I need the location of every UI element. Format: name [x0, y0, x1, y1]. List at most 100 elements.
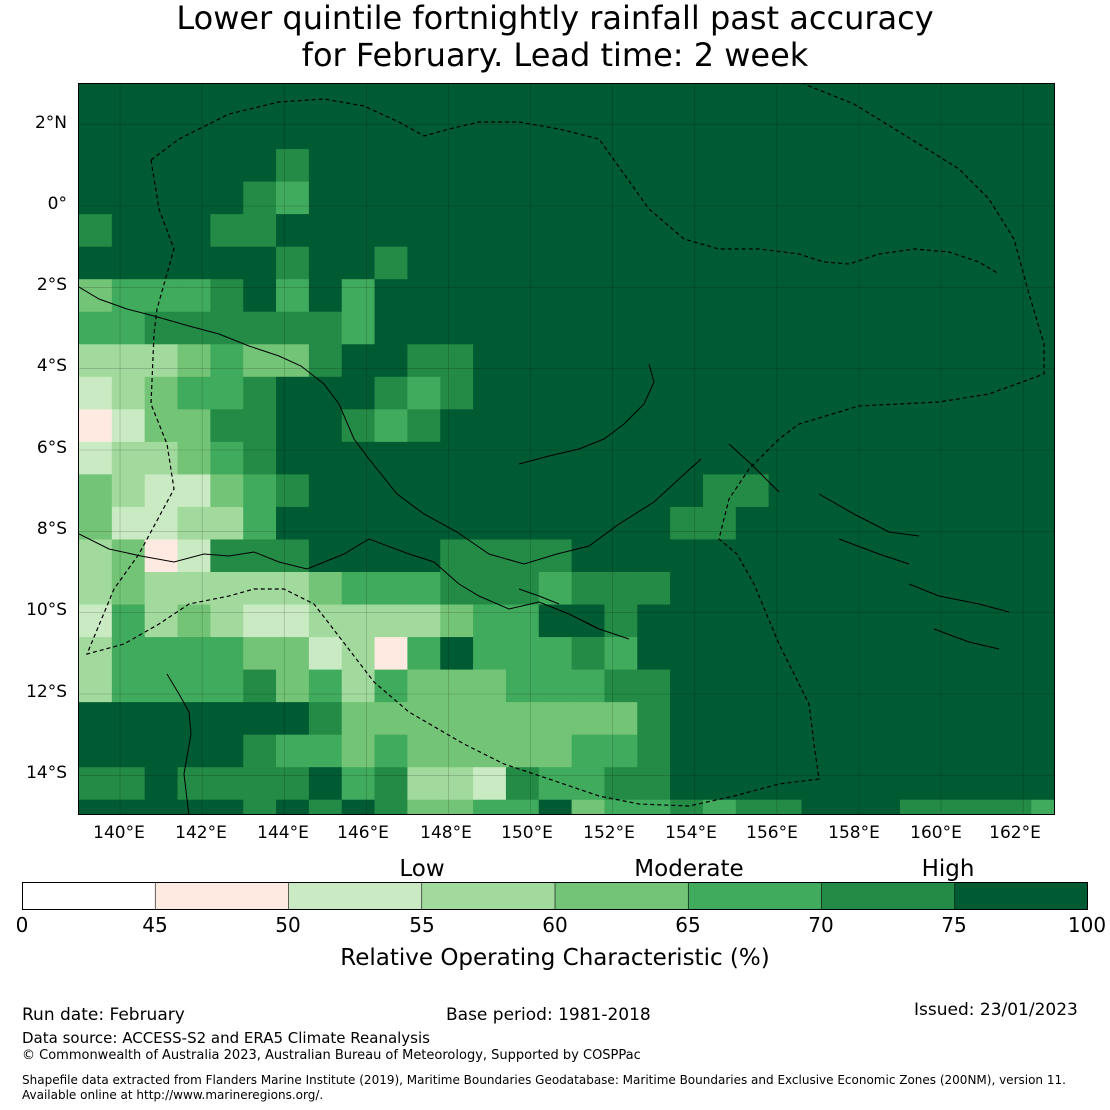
roc-cell	[932, 474, 967, 508]
roc-cell	[473, 767, 507, 801]
roc-cell	[243, 376, 277, 410]
roc-cell	[571, 181, 606, 215]
roc-cell	[505, 767, 540, 801]
roc-cell	[571, 767, 606, 801]
roc-cell	[111, 637, 146, 671]
colorbar-segment	[821, 882, 956, 910]
roc-cell	[637, 767, 671, 801]
roc-cell	[900, 84, 934, 118]
roc-cell	[177, 84, 211, 118]
roc-cell	[1031, 311, 1054, 345]
roc-cell	[965, 214, 1000, 248]
roc-cell	[735, 734, 770, 768]
roc-cell	[702, 181, 737, 215]
roc-cell	[702, 767, 737, 801]
roc-cell	[177, 376, 211, 410]
roc-cell	[768, 799, 803, 814]
roc-cell	[670, 572, 704, 606]
roc-cell	[998, 376, 1032, 410]
roc-cell	[801, 376, 835, 410]
roc-cell	[473, 799, 507, 814]
roc-cell	[571, 474, 606, 508]
map-title-line-2: for February. Lead time: 2 week	[301, 36, 809, 74]
roc-cell	[670, 474, 704, 508]
latitude-label: 0°	[47, 194, 67, 214]
roc-cell	[374, 149, 408, 183]
roc-cell	[341, 734, 376, 768]
roc-cell	[79, 799, 113, 814]
longitude-label: 144°E	[257, 823, 309, 843]
roc-cell	[308, 181, 343, 215]
roc-cell	[801, 84, 835, 118]
roc-cell	[604, 441, 638, 475]
roc-cell	[243, 637, 277, 671]
roc-cell	[867, 474, 901, 508]
roc-cell	[768, 474, 803, 508]
roc-cell	[735, 539, 770, 573]
roc-cell	[900, 311, 934, 345]
roc-cell	[374, 311, 408, 345]
roc-cell	[702, 246, 737, 280]
roc-cell	[735, 767, 770, 801]
roc-cell	[341, 84, 376, 118]
roc-cell	[341, 506, 376, 541]
roc-cell	[932, 604, 967, 638]
roc-cell	[407, 246, 441, 280]
roc-cell	[79, 539, 113, 573]
roc-cell	[243, 279, 277, 313]
roc-cell	[276, 637, 310, 671]
roc-cell	[1031, 214, 1054, 248]
roc-cell	[538, 604, 573, 638]
roc-cell	[834, 149, 868, 183]
colorbar-segment	[688, 882, 822, 910]
roc-cell	[834, 539, 868, 573]
roc-cell	[341, 474, 376, 508]
roc-cell	[801, 279, 835, 313]
roc-cell	[341, 669, 376, 703]
roc-cell	[308, 409, 343, 443]
roc-cell	[768, 572, 803, 606]
roc-cell	[1031, 506, 1054, 541]
roc-cell	[867, 214, 901, 248]
roc-cell	[144, 376, 179, 410]
roc-cell	[965, 246, 1000, 280]
roc-cell	[111, 279, 146, 313]
roc-cell	[834, 279, 868, 313]
roc-cell	[900, 409, 934, 443]
roc-cell	[801, 181, 835, 215]
roc-cell	[571, 669, 606, 703]
latitude-label: 10°S	[26, 600, 67, 620]
roc-cell	[637, 734, 671, 768]
roc-cell	[1031, 376, 1054, 410]
roc-cell	[867, 767, 901, 801]
roc-cell	[79, 734, 113, 768]
roc-cell	[932, 376, 967, 410]
roc-cell	[505, 344, 540, 378]
roc-cell	[965, 84, 1000, 118]
roc-cell	[965, 799, 1000, 814]
roc-cell	[243, 734, 277, 768]
roc-cell	[407, 669, 441, 703]
roc-cell	[538, 376, 573, 410]
roc-cell	[440, 734, 474, 768]
roc-cell	[276, 116, 310, 150]
roc-cell	[670, 637, 704, 671]
roc-cell	[308, 539, 343, 573]
colorbar-segment	[155, 882, 289, 910]
roc-cell	[900, 376, 934, 410]
roc-cell	[276, 669, 310, 703]
roc-cell	[177, 149, 211, 183]
roc-cell	[440, 311, 474, 345]
roc-cell	[177, 181, 211, 215]
roc-cell	[276, 181, 310, 215]
roc-cell	[670, 506, 704, 541]
roc-cell	[1031, 767, 1054, 801]
roc-cell	[374, 767, 408, 801]
roc-cell	[965, 311, 1000, 345]
roc-cell	[177, 116, 211, 150]
roc-cell	[538, 702, 573, 736]
roc-cell	[834, 84, 868, 118]
colorbar	[22, 882, 1088, 910]
roc-cell	[407, 572, 441, 606]
roc-cell	[604, 116, 638, 150]
